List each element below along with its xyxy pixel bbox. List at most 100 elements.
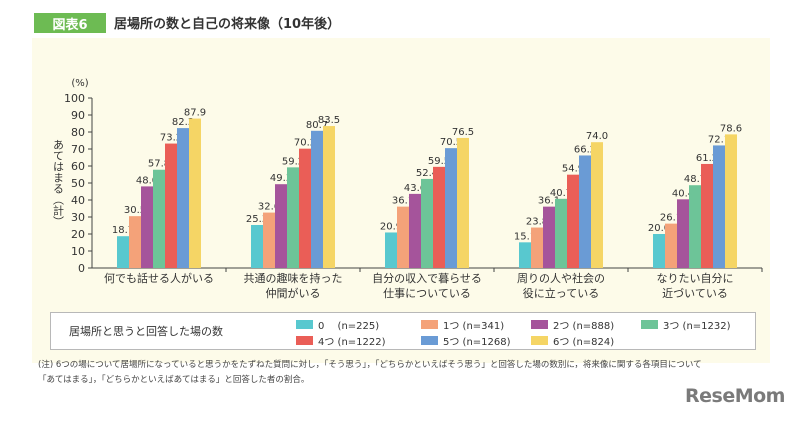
category-label: 役に立っている: [523, 286, 599, 300]
bar: [251, 224, 263, 268]
figure-title: 居場所の数と自己の将来像（10年後）: [114, 17, 341, 32]
footnote: (注) 6つの場について居場所になっていると思うかをたずねた質問に対し，「そう思…: [38, 360, 702, 385]
data-label: 61.2: [696, 153, 718, 164]
y-tick-label: 50: [71, 177, 85, 190]
bar: [555, 198, 567, 268]
bar: [531, 227, 543, 268]
bar: [433, 166, 445, 268]
data-label: 52.4: [416, 168, 438, 179]
bar: [275, 184, 287, 268]
data-label: 48.7: [684, 174, 706, 185]
category-label: 仕事についている: [383, 287, 471, 300]
category-label: 何でも話せる人がいる: [104, 271, 214, 285]
bar: [677, 199, 689, 268]
legend: 居場所と思うと回答した場の数 0 (n=225) 1つ (n=341) 2つ (…: [50, 312, 756, 350]
bar: [567, 174, 579, 268]
data-label: 20.9: [380, 221, 402, 232]
legend-label: 0 (n=225): [318, 321, 380, 332]
bar: [117, 236, 129, 268]
data-label: 40.4: [672, 188, 694, 199]
legend-label: 1つ (n=341): [443, 321, 505, 332]
data-label: 73.2: [160, 133, 182, 144]
data-label: 66.2: [574, 144, 596, 155]
data-label: 18.7: [112, 225, 134, 236]
bar: [189, 118, 201, 268]
legend-item: 3つ (n=1232): [641, 317, 731, 332]
data-label: 40.7: [550, 188, 572, 199]
bar: [141, 186, 153, 268]
y-tick-label: 40: [71, 194, 85, 207]
data-label: 70.2: [294, 138, 316, 149]
legend-title: 居場所と思うと回答した場の数: [69, 325, 223, 338]
data-label: 80.7: [306, 120, 328, 131]
bar: [323, 126, 335, 268]
data-label: 43.6: [404, 183, 426, 194]
bar: [713, 145, 725, 268]
data-label: 59.2: [282, 156, 304, 167]
bar: [177, 128, 189, 268]
legend-swatch: [296, 320, 313, 329]
bar: [725, 134, 737, 268]
bar: [579, 155, 591, 268]
resemom-logo: ReseMom: [685, 385, 785, 407]
data-label: 70.5: [440, 137, 462, 148]
legend-swatch: [641, 320, 658, 329]
bar: [701, 163, 713, 268]
y-tick-label: 100: [64, 92, 85, 105]
data-label: 78.6: [720, 123, 742, 134]
data-label: 20.0: [648, 223, 670, 234]
legend-item: 6つ (n=824): [531, 333, 614, 348]
category-label: 仲間がいる: [266, 286, 321, 300]
bar: [457, 137, 469, 268]
data-label: 32.6: [258, 202, 280, 213]
y-tick-label: 90: [71, 109, 85, 122]
data-label: 59.5: [428, 156, 450, 167]
bar: [311, 130, 323, 268]
category-label: なりたい自分に: [657, 272, 734, 285]
bar: [165, 143, 177, 268]
legend-swatch: [296, 336, 313, 345]
y-tick-label: 0: [78, 262, 85, 275]
data-label: 36.1: [538, 196, 560, 207]
legend-label: 5つ (n=1268): [443, 337, 511, 348]
bar: [445, 148, 457, 268]
legend-item: 5つ (n=1268): [421, 333, 511, 348]
y-tick-label: 80: [71, 126, 85, 139]
bar: [543, 206, 555, 268]
bar: [397, 206, 409, 268]
bar: [409, 193, 421, 268]
legend-item: 4つ (n=1222): [296, 333, 386, 348]
data-label: 49.3: [270, 173, 292, 184]
bar: [153, 169, 165, 268]
legend-swatch: [531, 320, 548, 329]
legend-item: 0 (n=225): [296, 317, 379, 332]
legend-label: 4つ (n=1222): [318, 337, 386, 348]
y-tick-label: 20: [71, 228, 85, 241]
bar: [519, 242, 531, 268]
data-label: 15.1: [514, 231, 536, 242]
data-label: 74.0: [586, 131, 608, 142]
data-label: 23.8: [526, 217, 548, 228]
legend-swatch: [531, 336, 548, 345]
y-tick-label: 60: [71, 160, 85, 173]
legend-swatch: [421, 336, 438, 345]
data-label: 57.8: [148, 159, 170, 170]
legend-label: 2つ (n=888): [553, 321, 615, 332]
y-tick-label: 10: [71, 245, 85, 258]
category-label: 共通の趣味を持った: [244, 271, 343, 285]
bar: [299, 148, 311, 268]
bar: [129, 216, 141, 268]
y-tick-label: 70: [71, 143, 85, 156]
y-axis-label: あてはまる（計）: [52, 139, 65, 227]
legend-item: 1つ (n=341): [421, 317, 504, 332]
data-label: 83.5: [318, 115, 340, 126]
data-label: 54.9: [562, 164, 584, 175]
data-label: 48.0: [136, 175, 158, 186]
bar: [263, 212, 275, 268]
bar: [591, 142, 603, 268]
bar: [421, 178, 433, 268]
bar: [287, 167, 299, 268]
y-tick-label: 30: [71, 211, 85, 224]
legend-label: 3つ (n=1232): [663, 321, 731, 332]
